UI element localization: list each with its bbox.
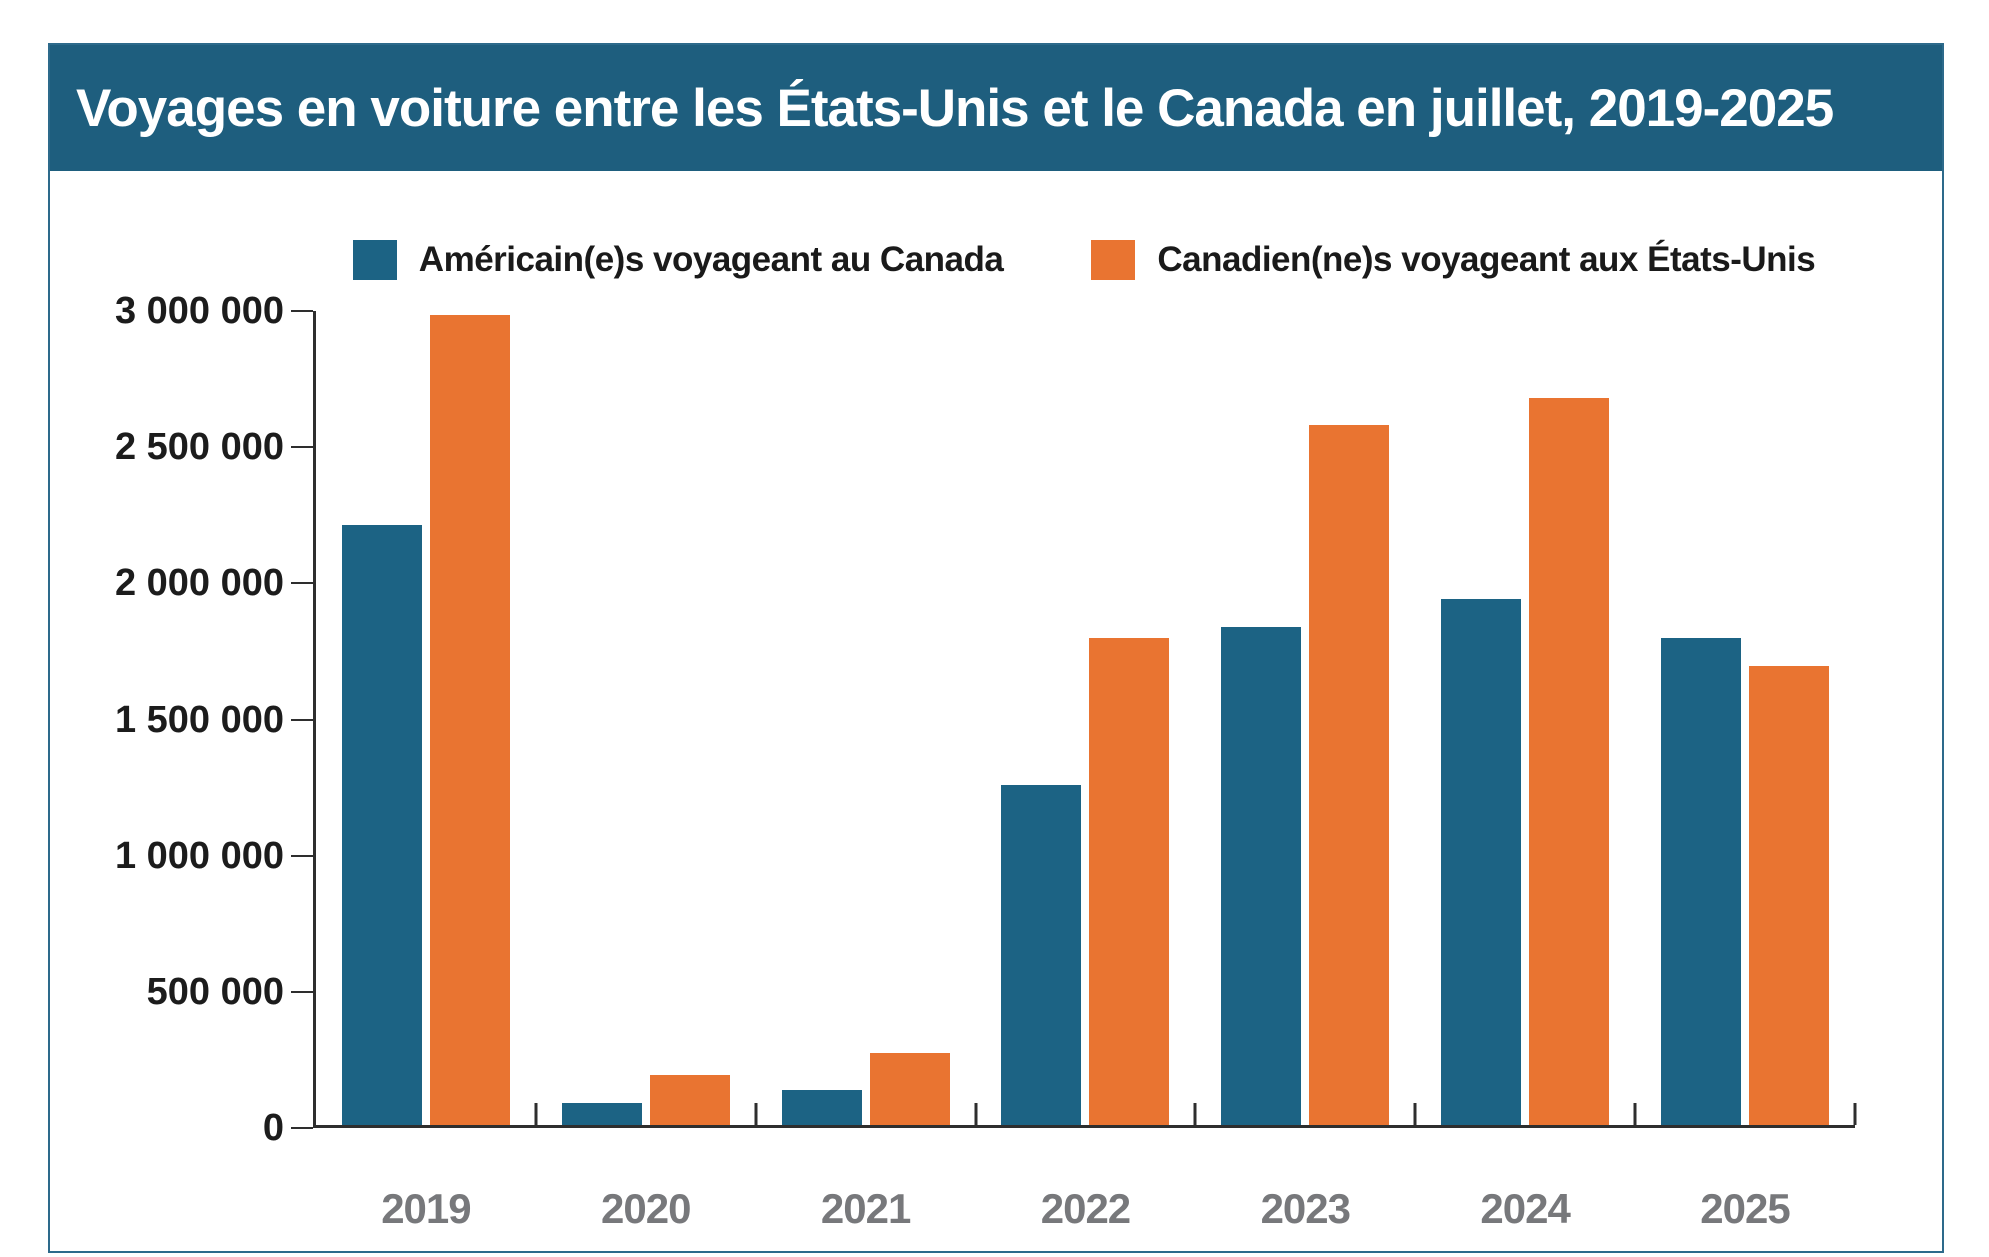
x-axis-label-2022: 2022 [1040,1185,1131,1232]
x-axis-label-2024: 2024 [1480,1185,1570,1232]
legend-swatch-us [352,240,397,280]
bar-2024-us-to-canada [1441,599,1522,1125]
bar-2025-us-to-canada [1660,637,1741,1125]
bar-2020-us-to-canada [561,1103,642,1125]
bar-2022-canada-to-us [1089,637,1170,1125]
legend-label-us: Américain(e)s voyageant au Canada [418,240,1004,279]
x-axis-label-2023: 2023 [1260,1185,1351,1232]
y-axis-tick-label: 500 000 [146,970,284,1013]
bar-group-2024: 2024 [1441,311,1610,1232]
y-axis-tick-label: 1 000 000 [114,834,284,877]
bar-2021-canada-to-us [869,1052,950,1125]
y-axis-tick [291,446,313,449]
bar-2019-canada-to-us [429,314,510,1125]
plot-area: 2019 2020 2021 2022 2023 2024 2025 0 500 000 1 0… [115,290,1857,1232]
bar-2023-canada-to-us [1309,425,1390,1125]
bar-2022-us-to-canada [1001,784,1082,1125]
y-axis-tick-label: 0 [262,1107,284,1149]
bar-2020-canada-to-us [649,1074,730,1125]
x-axis-divider-tick [1193,1103,1197,1125]
x-axis-label-2025: 2025 [1700,1185,1790,1232]
bar-group-2020: 2020 [561,311,730,1232]
y-axis-tick [291,310,313,312]
bar-2023-us-to-canada [1221,626,1302,1125]
bar-2019-us-to-canada [341,524,422,1125]
y-axis-tick-label: 2 000 000 [114,562,284,605]
bar-group-2025: 2025 [1660,311,1829,1232]
y-axis-tick-label: 3 000 000 [114,290,284,332]
x-axis-label-2021: 2021 [820,1185,911,1232]
bar-2025-canada-to-us [1748,666,1829,1125]
x-axis-divider-tick [1853,1103,1857,1125]
bar-2021-us-to-canada [781,1089,862,1125]
x-axis-divider-tick [1413,1103,1417,1125]
legend-entry-us: Américain(e)s voyageant au Canada [352,240,1004,280]
x-axis-label-2019: 2019 [381,1185,471,1232]
bar-group-2023: 2023 [1221,311,1390,1232]
bar-group-2019: 2019 [341,311,510,1232]
y-axis-tick-label: 1 500 000 [114,698,284,741]
y-axis-tick-label: 2 500 000 [114,426,284,469]
x-axis-divider-tick [974,1103,978,1125]
x-axis-divider-tick [1633,1103,1637,1125]
y-axis-tick [291,718,313,721]
bar-2024-canada-to-us [1529,397,1610,1125]
bar-group-2021: 2021 [781,311,950,1232]
bar-groups: 2019 2020 2021 2022 2023 2024 2025 [316,311,1857,1232]
title-banner: Voyages en voiture entre les États-Unis … [50,45,1942,171]
bar-group-2022: 2022 [1001,311,1170,1232]
y-axis-tick [291,582,313,585]
x-axis-divider-tick [754,1103,758,1125]
y-axis-tick [291,854,313,857]
x-axis-label-2020: 2020 [601,1185,691,1232]
legend-swatch-ca [1091,240,1136,280]
legend: Américain(e)s voyageant au Canada Canadi… [313,238,1855,282]
legend-entry-ca: Canadien(ne)s voyageant aux États-Unis [1091,240,1816,280]
page-title: Voyages en voiture entre les États-Unis … [76,78,1834,138]
x-axis-divider-tick [534,1103,538,1125]
y-axis-tick [291,990,313,993]
chart-panel: Voyages en voiture entre les États-Unis … [48,43,1944,1253]
legend-label-ca: Canadien(ne)s voyageant aux États-Unis [1157,240,1816,279]
y-axis-tick [291,1127,313,1129]
